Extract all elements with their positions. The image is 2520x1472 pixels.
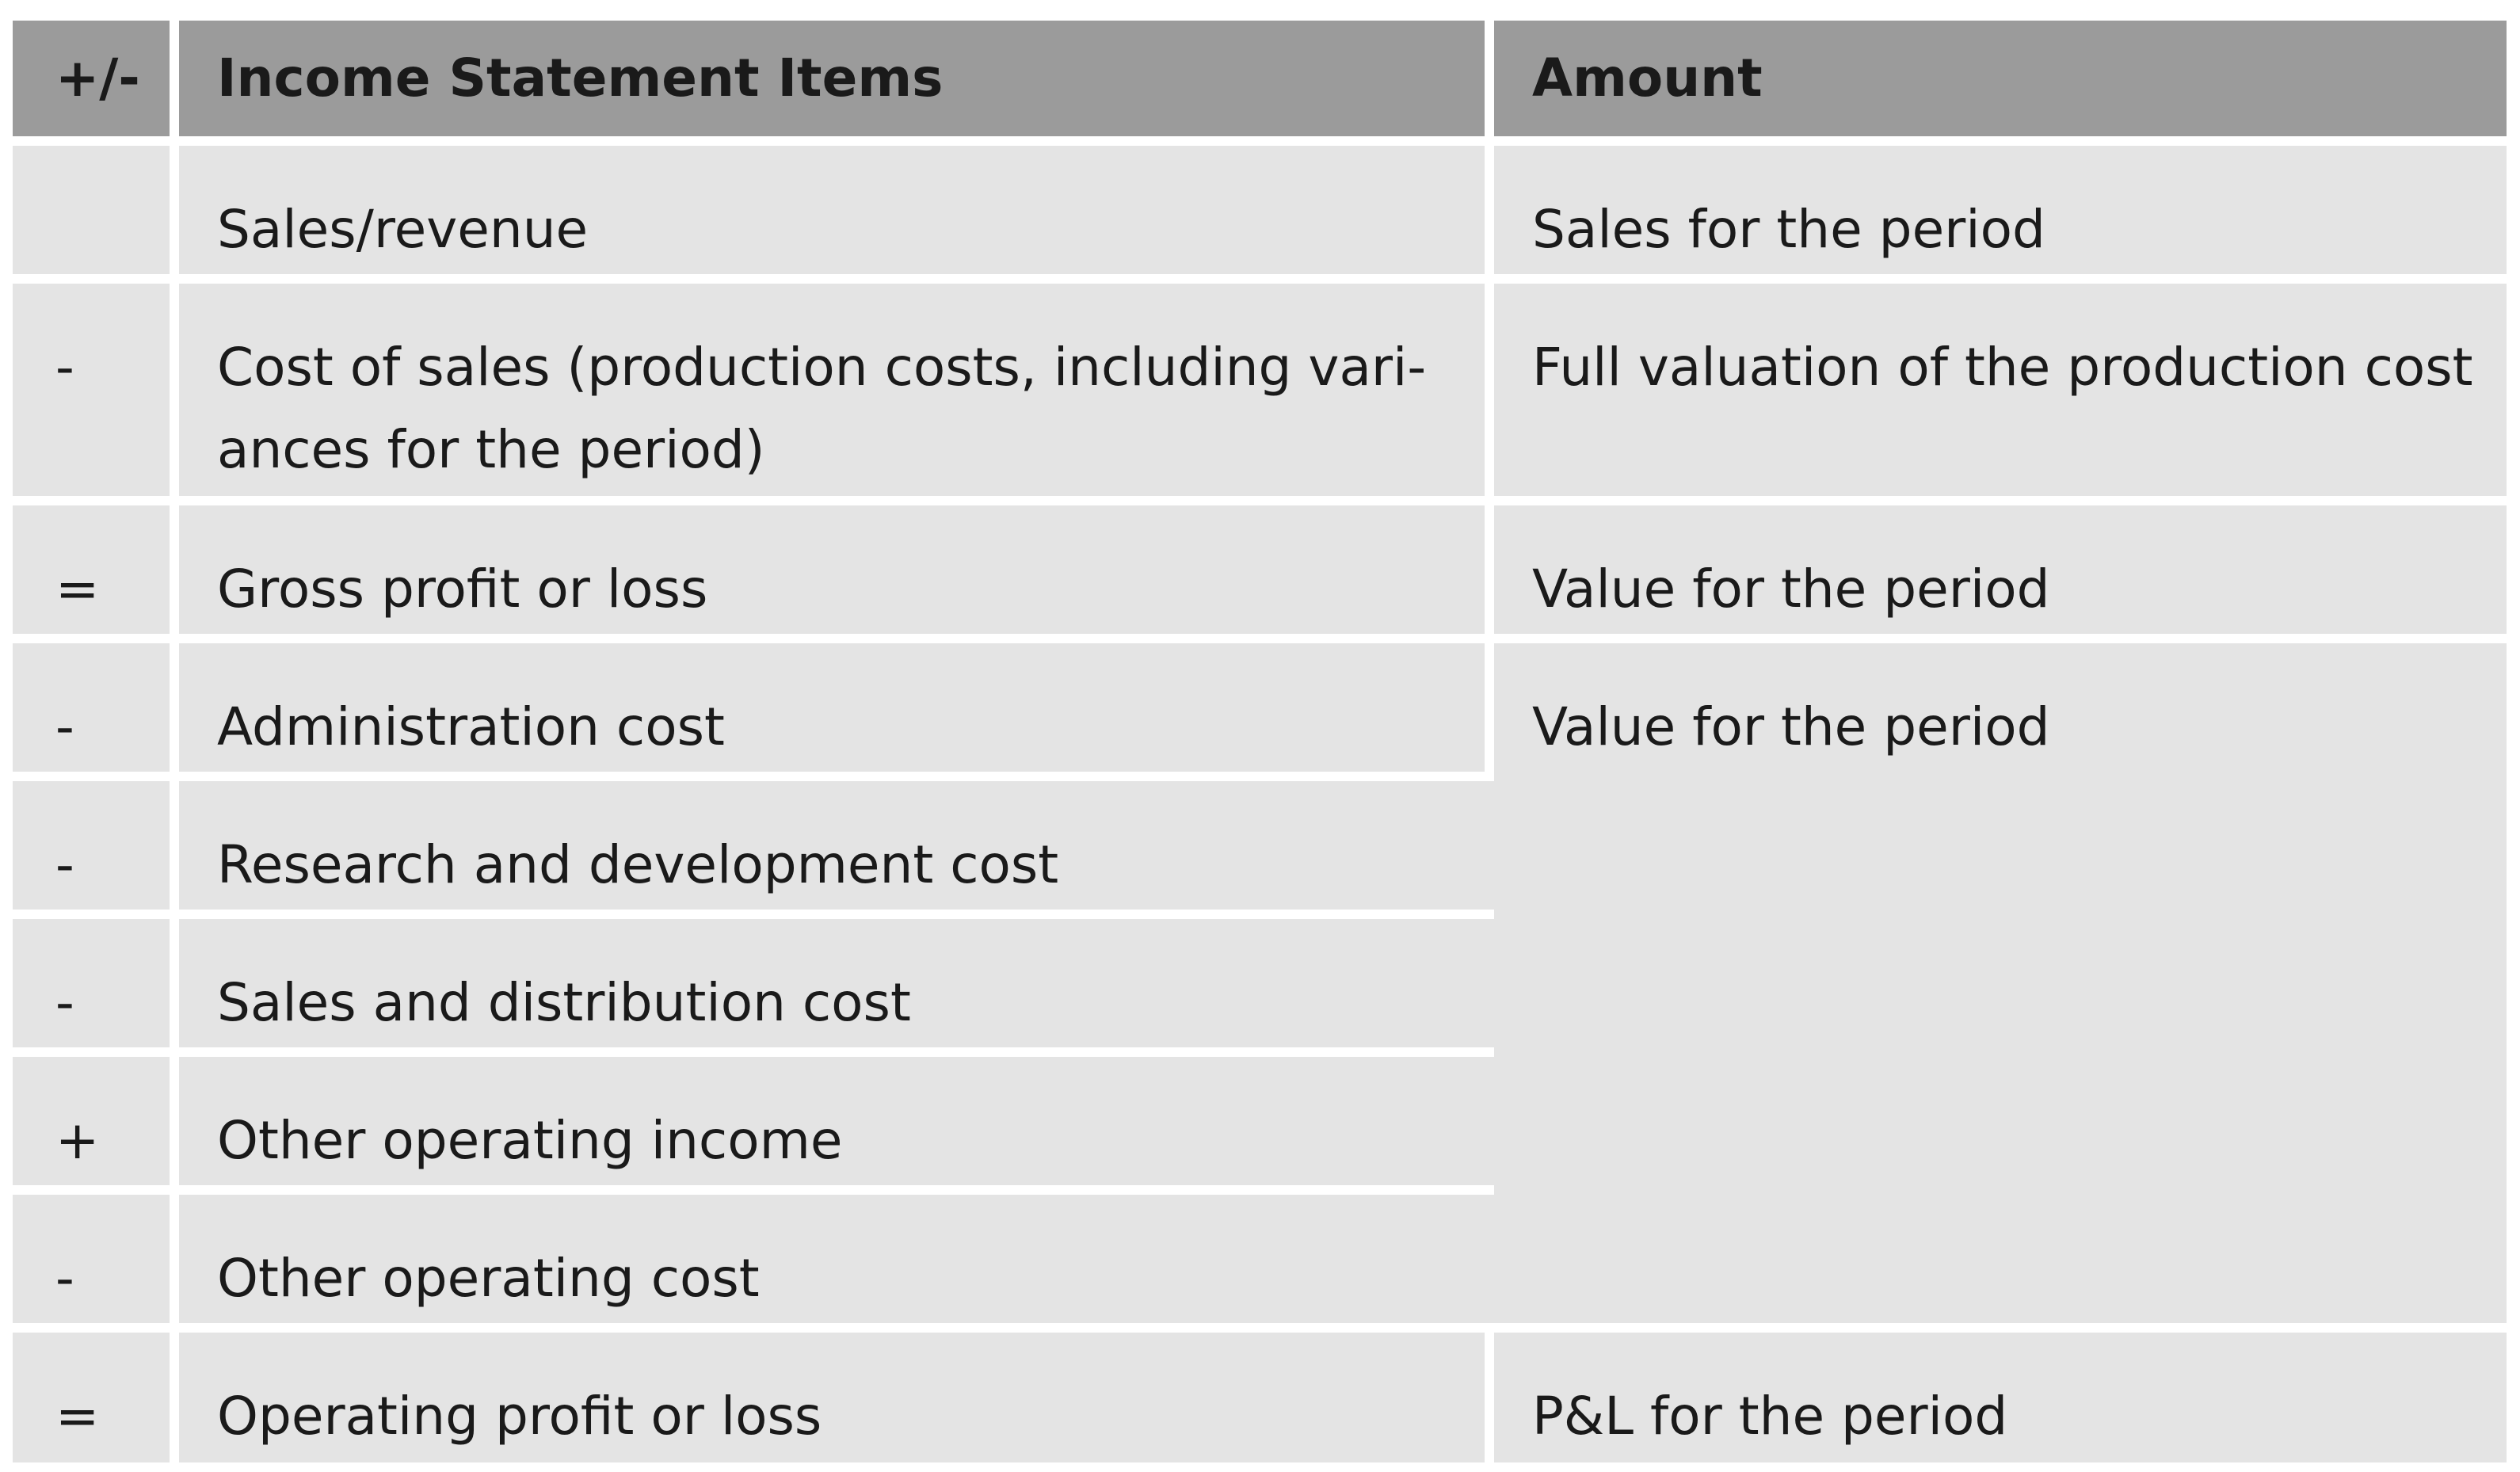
row-sign: = [13,505,179,643]
row-item: Operating profit or loss [179,1333,1494,1462]
header-income-statement-items: Income Statement Items [179,21,1494,146]
table-row: - Other operating cost [13,1195,2507,1333]
table-row: - Sales and distribution cost [13,919,2507,1057]
row-sign: - [13,1195,179,1333]
table-header-row: +/- Income Statement Items Amount [13,21,2507,146]
row-item: Other operating cost [179,1195,1494,1333]
header-sign: +/- [13,21,179,146]
row-item: Other operating income [179,1057,1494,1195]
row-item: Administration cost [179,643,1494,781]
row-sign: = [13,1333,179,1462]
table-row: + Other operating income [13,1057,2507,1195]
row-item: Research and development cost [179,781,1494,919]
row-sign: + [13,1057,179,1195]
row-amount: P&L for the period [1494,1333,2507,1462]
row-sign [13,146,179,284]
table-row: - Research and development cost [13,781,2507,919]
row-sign: - [13,284,179,505]
row-sign: - [13,919,179,1057]
row-amount: Sales for the period [1494,146,2507,284]
row-sign: - [13,781,179,919]
row-amount: Full valuation of the production cost [1494,284,2507,505]
table-row: = Gross profit or loss Value for the per… [13,505,2507,643]
row-sign: - [13,643,179,781]
table-row: - Administration cost Value for the peri… [13,643,2507,1333]
row-item: Sales and distribution cost [179,919,1494,1057]
income-statement-table: +/- Income Statement Items Amount Sales/… [13,21,2507,1462]
header-amount: Amount [1494,21,2507,146]
row-amount: Value for the period [1494,505,2507,643]
row-item: Sales/revenue [179,146,1494,284]
table-row: Sales/revenue Sales for the period [13,146,2507,284]
table-row: - Cost of sales (production costs, inclu… [13,284,2507,505]
table-row: = Operating profit or loss P&L for the p… [13,1333,2507,1462]
row-item: Gross profit or loss [179,505,1494,643]
row-item: Cost of sales (production costs, includi… [179,284,1494,505]
row-amount-merged: Value for the period [1494,643,2507,1333]
